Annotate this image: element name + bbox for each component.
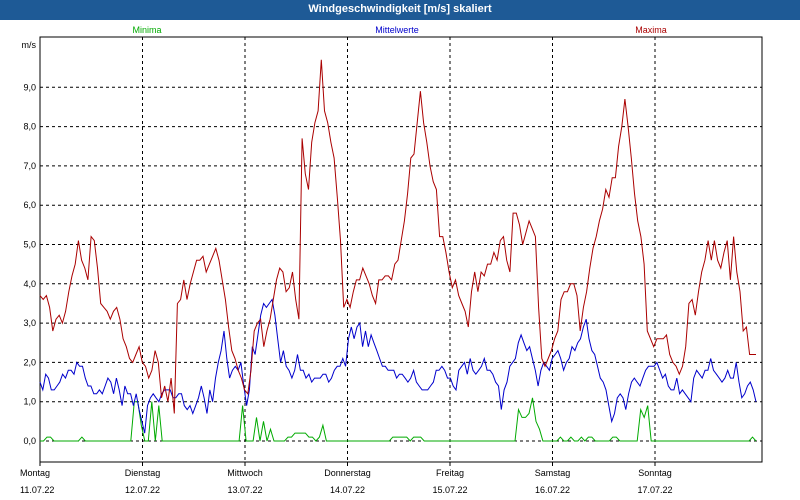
x-tick-label-day: Dienstag (125, 468, 161, 478)
x-tick-label-day: Freitag (436, 468, 464, 478)
title-bar: Windgeschwindigkeit [m/s] skaliert (0, 0, 800, 20)
y-tick-label: 1,0 (23, 397, 36, 407)
x-tick-label-day: Montag (20, 468, 50, 478)
legend-mittelwerte: Mittelwerte (375, 25, 419, 35)
x-tick-label-day: Sonntag (638, 468, 672, 478)
y-tick-label: 9,0 (23, 82, 36, 92)
y-tick-label: 5,0 (23, 240, 36, 250)
y-tick-label: 2,0 (23, 357, 36, 367)
x-tick-label-date: 12.07.22 (125, 485, 160, 495)
x-tick-label-date: 17.07.22 (637, 485, 672, 495)
x-tick-label-date: 13.07.22 (227, 485, 262, 495)
x-tick-label-date: 16.07.22 (535, 485, 570, 495)
legend-maxima: Maxima (635, 25, 667, 35)
series-line-maxima (39, 59, 756, 414)
x-tick-label-day: Mittwoch (227, 468, 263, 478)
y-tick-label: 8,0 (23, 122, 36, 132)
plot-frame (39, 36, 763, 463)
x-tick-label-day: Samstag (535, 468, 571, 478)
y-tick-label: 7,0 (23, 161, 36, 171)
series-line-mittelwerte (39, 298, 757, 434)
legend-minima: Minima (132, 25, 161, 35)
x-tick-label-date: 15.07.22 (432, 485, 467, 495)
chart-title: Windgeschwindigkeit [m/s] skaliert (308, 3, 492, 15)
x-tick-label-date: 11.07.22 (20, 485, 54, 495)
x-tick-label-day: Donnerstag (324, 468, 371, 478)
x-tick-label-date: 14.07.22 (330, 485, 365, 495)
y-tick-label: 4,0 (23, 279, 36, 289)
y-tick-label: 6,0 (23, 200, 36, 210)
y-tick-label: 0,0 (23, 436, 36, 446)
y-tick-label: 3,0 (23, 318, 36, 328)
y-axis-label: m/s (22, 40, 37, 50)
series-line-minima (40, 397, 757, 442)
